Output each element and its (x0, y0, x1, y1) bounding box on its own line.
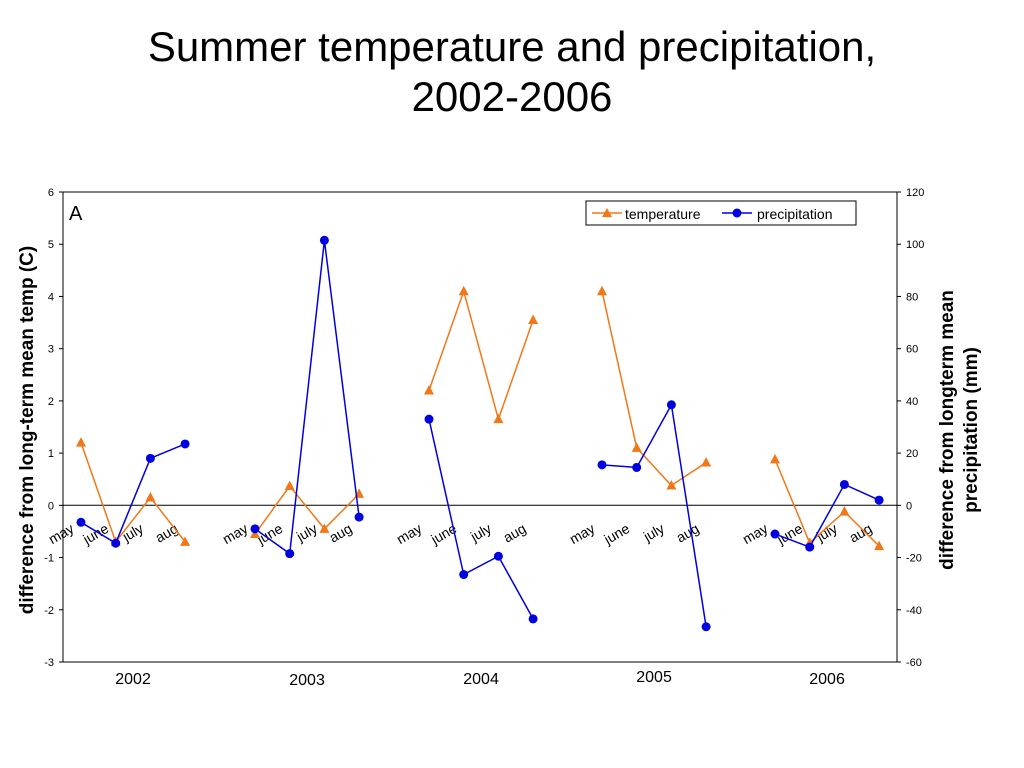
temperature-point (528, 314, 539, 324)
temperature-point (839, 506, 850, 516)
temperature-line (774, 459, 880, 547)
precipitation-point (145, 453, 155, 463)
right-tick-label: 100 (906, 239, 924, 251)
temperature-point (770, 453, 780, 464)
right-axis-label-line-2: precipitation (mm) (961, 347, 982, 513)
left-tick-label: 0 (48, 500, 54, 512)
precipitation-point (354, 512, 364, 522)
temperature-point (284, 480, 295, 491)
precipitation-line (774, 483, 880, 549)
year-label: 2004 (463, 671, 499, 688)
right-tick-label: -40 (906, 605, 922, 617)
title-line-2: 2002-2006 (411, 73, 613, 120)
temperature-line (80, 442, 186, 544)
temperature-line (601, 291, 707, 487)
precipitation-point (597, 460, 607, 470)
precipitation-line (254, 240, 360, 555)
left-tick-label: 1 (48, 448, 54, 460)
legend-precipitation-marker (732, 208, 742, 218)
precipitation-point (424, 414, 434, 424)
year-label: 2005 (636, 669, 672, 686)
precipitation-point (770, 529, 780, 539)
legend-precipitation-label: precipitation (757, 206, 833, 222)
left-tick-label: 6 (48, 187, 54, 199)
left-tick-label: 5 (48, 239, 54, 251)
precipitation-point (250, 524, 260, 534)
temperature-point (597, 285, 607, 296)
precipitation-point (874, 495, 884, 505)
left-tick-label: 3 (48, 344, 54, 356)
right-tick-label: -60 (906, 657, 922, 669)
right-tick-label: 0 (906, 500, 912, 512)
precipitation-point (111, 538, 121, 548)
precipitation-point (319, 235, 329, 245)
right-tick-label: -20 (906, 553, 922, 565)
left-tick-label: 2 (48, 396, 54, 408)
right-tick-label: 120 (906, 187, 924, 199)
precipitation-point (701, 622, 711, 632)
precipitation-point (493, 551, 503, 561)
year-label: 2003 (289, 672, 325, 689)
right-tick-label: 80 (906, 291, 918, 303)
left-tick-label: -3 (44, 657, 54, 669)
temperature-line (254, 484, 360, 535)
precipitation-point (76, 517, 86, 527)
precipitation-point (666, 400, 676, 410)
precipitation-point (632, 462, 642, 472)
precipitation-point (459, 570, 469, 580)
temperature-point (424, 384, 434, 395)
left-tick-label: 4 (48, 291, 54, 303)
temperature-point (493, 413, 504, 424)
panel-label: A (69, 203, 83, 225)
temperature-point (666, 479, 677, 490)
precipitation-point (285, 549, 295, 559)
year-label: 2002 (115, 671, 151, 688)
slide-title: Summer temperature and precipitation, 20… (0, 22, 1024, 122)
left-axis-label: difference from long-term mean temp (C) (17, 246, 38, 614)
legend-temperature-marker (602, 208, 612, 217)
temperature-point (145, 492, 156, 502)
temperature-line (428, 288, 534, 422)
plot-area (62, 191, 898, 663)
precipitation-line (80, 443, 186, 545)
left-tick-label: -1 (44, 553, 54, 565)
right-axis-label-line-1: difference from longterm mean (937, 290, 958, 570)
temperature-point (874, 540, 885, 551)
temperature-point (180, 536, 191, 546)
temperature-point (631, 442, 642, 452)
temperature-point (701, 457, 712, 467)
legend-box (585, 200, 857, 226)
precipitation-point (180, 439, 190, 449)
year-label: 2006 (809, 671, 845, 688)
left-tick-label: -2 (44, 605, 54, 617)
precipitation-point (805, 542, 815, 552)
legend-temperature-label: temperature (625, 206, 701, 222)
title-line-1: Summer temperature and precipitation, (147, 23, 877, 70)
precipitation-line (428, 419, 534, 620)
legend: temperature precipitation (585, 200, 857, 226)
right-tick-label: 40 (906, 396, 918, 408)
right-tick-label: 60 (906, 344, 918, 356)
precipitation-point (839, 479, 849, 489)
temperature-point (76, 437, 86, 447)
temperature-point (458, 285, 469, 296)
precipitation-line (601, 402, 707, 627)
precipitation-point (528, 614, 538, 624)
right-tick-label: 20 (906, 448, 918, 460)
temperature-point (319, 523, 330, 533)
